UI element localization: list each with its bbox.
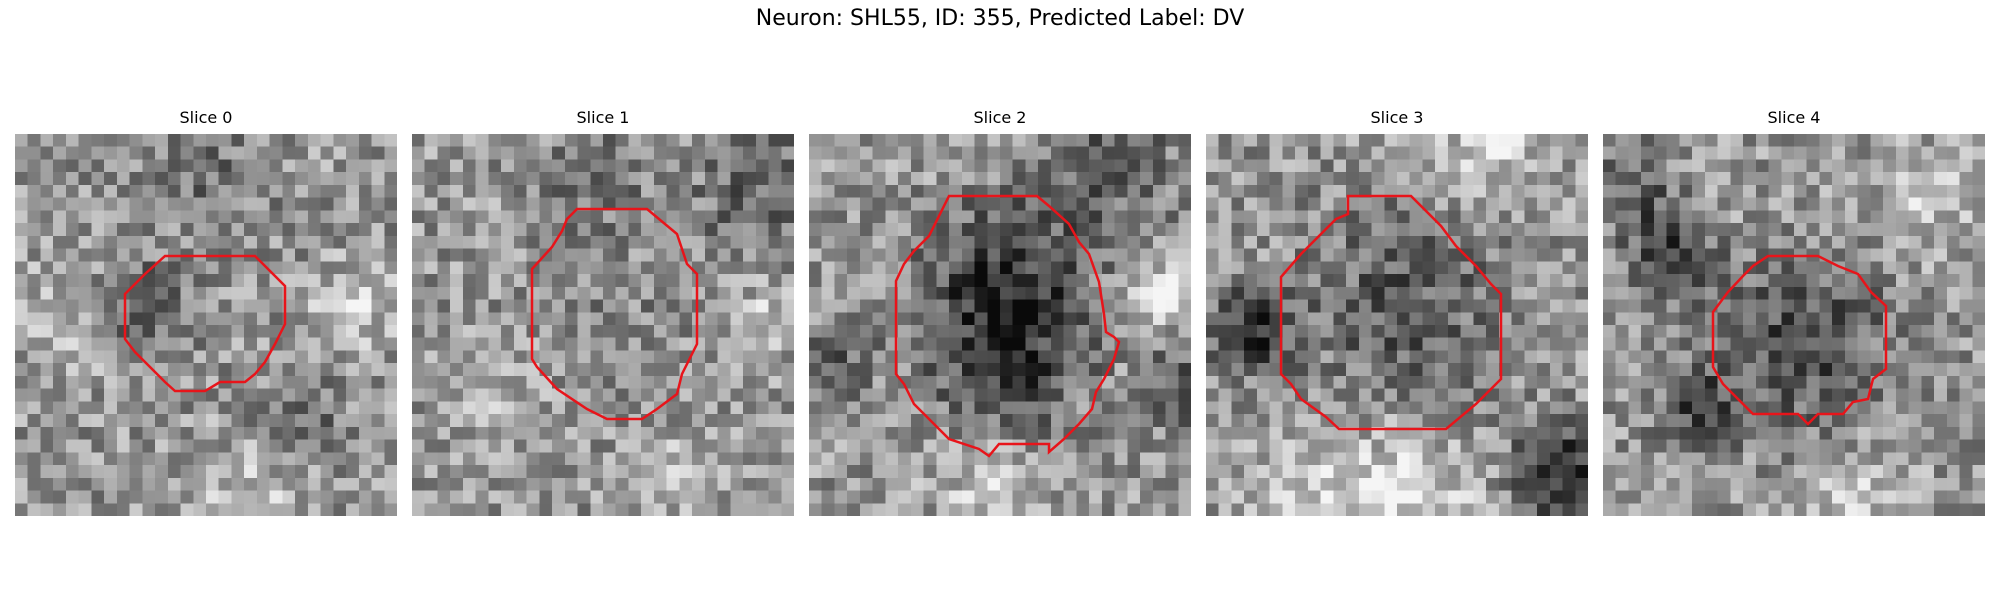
roi-contour <box>1279 194 1503 431</box>
slice-panel-3: Slice 3 <box>1206 108 1588 516</box>
roi-contour-overlay <box>1279 194 1503 431</box>
roi-contour <box>894 194 1121 458</box>
grayscale-patch-image <box>412 134 794 516</box>
slice-panel-2: Slice 2 <box>809 108 1191 516</box>
grayscale-patch-image <box>15 134 397 516</box>
roi-contour-overlay <box>530 207 699 421</box>
grayscale-patch-image <box>1206 134 1588 516</box>
roi-contour-overlay <box>123 254 287 393</box>
grayscale-patch-image <box>1603 134 1985 516</box>
roi-contour <box>1711 254 1888 426</box>
figure-title: Neuron: SHL55, ID: 355, Predicted Label:… <box>755 6 1245 31</box>
roi-contour-overlay <box>894 194 1121 458</box>
slice-image-frame <box>809 134 1191 516</box>
slice-panel-1: Slice 1 <box>412 108 794 516</box>
slice-image-frame <box>1603 134 1985 516</box>
grayscale-patch-image <box>809 134 1191 516</box>
slice-title: Slice 3 <box>1370 108 1424 127</box>
slice-panel-0: Slice 0 <box>15 108 397 516</box>
slice-title: Slice 4 <box>1767 108 1821 127</box>
slice-image-frame <box>15 134 397 516</box>
roi-contour <box>123 254 287 393</box>
slice-title: Slice 2 <box>973 108 1027 127</box>
roi-contour <box>530 207 699 421</box>
slice-title: Slice 0 <box>179 108 233 127</box>
slice-image-frame <box>412 134 794 516</box>
roi-contour-overlay <box>1711 254 1888 426</box>
slice-title: Slice 1 <box>576 108 630 127</box>
slice-panel-4: Slice 4 <box>1603 108 1985 516</box>
slice-image-frame <box>1206 134 1588 516</box>
